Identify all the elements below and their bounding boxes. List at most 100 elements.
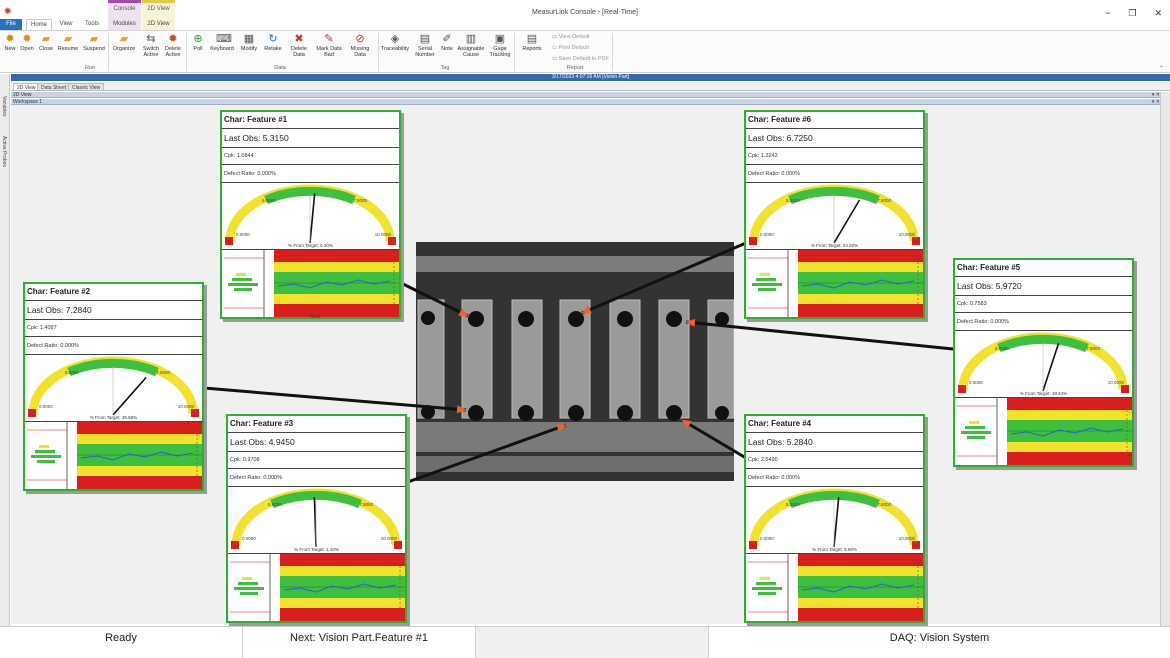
- context-group-console: Console: [108, 0, 141, 19]
- reports-icon: ▤: [526, 33, 538, 45]
- tab-modules[interactable]: Modules: [108, 19, 141, 30]
- rail-tab-variables[interactable]: Variables: [1, 96, 7, 117]
- tab-file[interactable]: File: [0, 19, 22, 30]
- group-label-report: Report: [566, 65, 584, 71]
- delete-active-button[interactable]: ✹ Delete Active: [165, 33, 181, 58]
- status-ready: Ready: [0, 627, 243, 658]
- char-card-feature-1[interactable]: Char: Feature #1 Last Obs: 5.3150 Cpk: 1.0…: [220, 110, 401, 319]
- card-gauge: 0.0000 10.0000 5.0000 7.5000 % From Target: …: [955, 331, 1132, 398]
- gauge-high-label: 10.0000: [380, 536, 397, 541]
- assignable-cause-button[interactable]: ▥ Assignable Cause: [457, 33, 485, 58]
- gauge-high-label: 10.0000: [898, 536, 915, 541]
- switch-active-button[interactable]: ⇆ Switch Active: [142, 33, 160, 58]
- tag-icon: ◈: [390, 33, 400, 45]
- tab-view[interactable]: View: [59, 21, 73, 27]
- control-chart: [955, 398, 1132, 465]
- tab-home[interactable]: Home: [26, 19, 52, 30]
- minimize-button[interactable]: −: [1105, 8, 1111, 18]
- print-default-button[interactable]: ▭ Print Default: [552, 45, 589, 51]
- gauge-mid-label: 7.5000: [877, 198, 891, 203]
- collapse-ribbon-icon[interactable]: ⌃: [1158, 66, 1164, 72]
- char-card-feature-3[interactable]: Char: Feature #3 Last Obs: 4.9450 Cpk: 0.9…: [226, 414, 407, 623]
- gauge-high-label: 10.0000: [898, 232, 915, 237]
- suspend-button[interactable]: ▰ Suspend: [83, 33, 105, 52]
- save-default-pdf-button[interactable]: ▭ Save Default to PDF: [552, 56, 609, 62]
- gauge-dial: [749, 488, 920, 549]
- reports-button[interactable]: ▤ Reports: [522, 33, 542, 52]
- char-card-feature-2[interactable]: Char: Feature #2 Last Obs: 7.2840 Cpk: 1.4…: [23, 282, 204, 491]
- gauge-lo-label: 5.0000: [268, 502, 282, 507]
- gauge-lo-label: 5.0000: [65, 370, 79, 375]
- note-button[interactable]: ✐ Note: [441, 33, 453, 52]
- pane-controls-icon[interactable]: ▾ ✕: [1151, 92, 1160, 98]
- group-label-run: Run: [84, 65, 96, 71]
- gauge-mid-label: 7.5000: [359, 502, 373, 507]
- gauge-dial: [231, 488, 402, 549]
- rail-tab-active-probes[interactable]: Active Probes: [1, 136, 7, 167]
- gauge-high-label: 10.0000: [374, 232, 391, 237]
- close-run-button[interactable]: ▰ Close: [38, 33, 54, 52]
- card-last-obs: Last Obs: 5.3150: [222, 129, 399, 148]
- retake-button[interactable]: ↻ Retake: [264, 33, 282, 52]
- close-button[interactable]: ✕: [1154, 8, 1162, 18]
- connector-feature-2: [203, 386, 467, 414]
- serial-number-button[interactable]: ▤ Serial Number: [415, 33, 435, 58]
- vertical-scrollbar[interactable]: [1160, 92, 1170, 626]
- card-cpk: Cpk: 1.2242: [746, 148, 923, 165]
- open-button[interactable]: ✹ Open: [20, 33, 34, 52]
- gauge-mid-label: 7.5000: [877, 502, 891, 507]
- pane-title-2d-view: 2D View ▾ ✕: [11, 92, 1160, 98]
- pct-from-target: % From Target: 6.30%: [288, 243, 333, 248]
- card-cpk: Cpk: 1.4097: [25, 320, 202, 337]
- tab-tools[interactable]: Tools: [84, 21, 99, 27]
- view-default-button[interactable]: ▭ View Default: [552, 34, 590, 40]
- mark-data-bad-button[interactable]: ✎ Mark Data Bad: [316, 33, 342, 58]
- delete-data-button[interactable]: ✖ Delete Data: [291, 33, 307, 58]
- card-cpk: Cpk: 2.5490: [746, 452, 923, 469]
- organize-button[interactable]: ▰ Organize: [112, 33, 136, 52]
- tab-2d-view[interactable]: 2D View: [142, 19, 175, 30]
- gage-tracking-icon: ▣: [494, 33, 506, 45]
- gauge-low-label: 0.0000: [39, 404, 53, 409]
- missing-data-button[interactable]: ⊘ Missing Data: [350, 33, 370, 58]
- poll-icon: ⊕: [193, 33, 203, 45]
- connector-feature-4: [681, 418, 747, 460]
- maximize-button[interactable]: ❐: [1128, 8, 1137, 18]
- ribbon-separator: [514, 33, 515, 71]
- ribbon-separator: [612, 33, 613, 71]
- new-button[interactable]: ✹ New: [4, 33, 16, 52]
- card-defect-ratio: Defect Ratio: 0.000%: [955, 313, 1132, 331]
- note-icon: ✐: [442, 33, 452, 45]
- control-chart: [25, 422, 202, 489]
- modify-button[interactable]: ▦ Modify: [240, 33, 258, 52]
- tab-classic-view[interactable]: Classic View: [68, 83, 105, 91]
- card-control-chart: [25, 422, 202, 489]
- pct-from-target: % From Target: 45.68%: [89, 415, 138, 420]
- gauge-low-label: 0.0000: [969, 380, 983, 385]
- poll-button[interactable]: ⊕ Poll: [193, 33, 203, 52]
- new-icon: ✹: [5, 33, 15, 45]
- char-card-feature-4[interactable]: Char: Feature #4 Last Obs: 5.2840 Cpk: 2.5…: [744, 414, 925, 623]
- card-char-name: Char: Feature #5: [955, 260, 1132, 277]
- char-card-feature-5[interactable]: Char: Feature #5 Last Obs: 5.9720 Cpk: 0.7…: [953, 258, 1134, 467]
- open-icon: ✹: [22, 33, 32, 45]
- keyboard-button[interactable]: ⌨ Keyboard: [210, 33, 234, 52]
- char-card-feature-6[interactable]: Char: Feature #6 Last Obs: 6.7250 Cpk: 1.2…: [744, 110, 925, 319]
- traceability-button[interactable]: ◈ Traceability: [381, 33, 409, 52]
- organize-icon: ▰: [119, 33, 129, 45]
- gage-tracking-button[interactable]: ▣ Gage Tracking: [489, 33, 511, 58]
- card-cpk: Cpk: 1.0844: [222, 148, 399, 165]
- assignable-cause-icon: ▥: [465, 33, 477, 45]
- status-bar: Ready Next: Vision Part.Feature #1 DAQ: …: [0, 626, 1170, 658]
- suspend-icon: ▰: [89, 33, 99, 45]
- card-cpk: Cpk: 0.9708: [228, 452, 405, 469]
- resume-button[interactable]: ▰ Resume: [57, 33, 79, 52]
- next-label: Next: [310, 314, 321, 320]
- group-label-data: Data: [274, 65, 286, 71]
- group-label-tag: Tag: [440, 65, 450, 71]
- card-control-chart: [228, 554, 405, 621]
- card-last-obs: Last Obs: 5.9720: [955, 277, 1132, 296]
- workspace-controls-icon[interactable]: ▾ ✕: [1151, 99, 1160, 105]
- retake-icon: ↻: [268, 33, 278, 45]
